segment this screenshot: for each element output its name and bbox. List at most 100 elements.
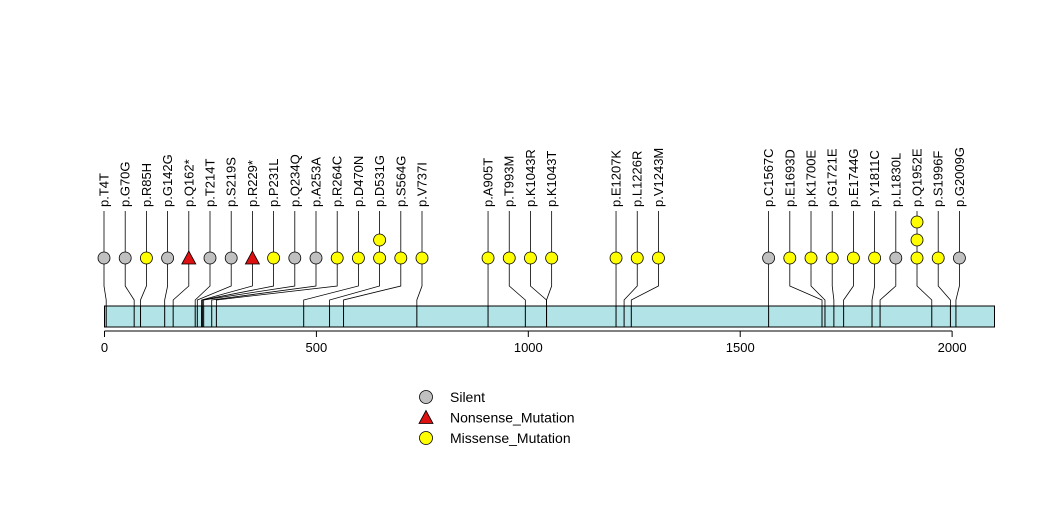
x-axis-tick-label: 1000 [514, 340, 543, 355]
missense-mutation-marker [910, 233, 924, 247]
mutation-label: p.P231L [266, 159, 281, 207]
mutation-label: p.Q162* [181, 159, 196, 207]
legend-label: Missense_Mutation [450, 430, 571, 446]
mutation-label: p.A253A [309, 157, 324, 207]
missense-mutation-marker [502, 251, 516, 265]
missense-mutation-marker [804, 251, 818, 265]
missense-mutation-marker [481, 251, 495, 265]
mutation-label: p.R229* [245, 160, 260, 207]
missense-mutation-marker [868, 251, 882, 265]
mutation-stem [124, 258, 135, 306]
nonsense-mutation-marker [181, 250, 197, 265]
legend: Silent Nonsense_Mutation Missense_Mutation [418, 389, 575, 446]
mutation-label: p.V737I [415, 162, 430, 207]
silent-mutation-marker [309, 251, 323, 265]
mutation-label: p.G70G [118, 161, 133, 207]
x-axis-tick-label: 500 [306, 340, 328, 355]
silent-mutation-marker [118, 251, 132, 265]
mutation-stem [140, 258, 147, 306]
x-axis: 0 500 1000 1500 2000 [101, 330, 967, 355]
mutation-label: p.A905T [481, 158, 496, 207]
legend-triangle-symbol [418, 409, 434, 424]
stems-layer [103, 211, 960, 306]
mutation-label: p.D470N [351, 156, 366, 207]
mutation-stem [530, 258, 547, 306]
mutation-label: p.D531G [372, 155, 387, 207]
mutation-label: p.Q234Q [287, 154, 302, 207]
legend-circle-symbol [419, 390, 433, 404]
mutation-labels-layer: p.T4T p.G70G p.R85H p.G142G p.Q162* p.T214T p.… [97, 147, 967, 207]
silent-mutation-marker [224, 251, 238, 265]
mutation-stem [623, 258, 638, 306]
legend-label: Nonsense_Mutation [450, 410, 575, 426]
mutation-label: p.L1226R [630, 151, 645, 207]
missense-mutation-marker [373, 251, 387, 265]
mutation-stem [508, 258, 526, 306]
mutation-stem [546, 258, 553, 306]
silent-mutation-marker [288, 251, 302, 265]
markers-layer [97, 215, 966, 265]
mutation-stem [416, 258, 423, 306]
silent-mutation-marker [953, 251, 966, 265]
mutation-label: p.R264C [330, 156, 345, 207]
mutation-label: p.R85H [139, 163, 154, 207]
mutation-stem [164, 258, 169, 306]
mutation-stem [103, 258, 107, 306]
silent-mutation-marker [203, 251, 217, 265]
missense-mutation-marker [394, 251, 408, 265]
mutation-stem [879, 258, 897, 306]
mutation-label: p.G2009G [952, 147, 967, 207]
mutation-stem [201, 258, 253, 306]
mutation-label: p.E1207K [609, 150, 624, 207]
silent-mutation-marker [889, 251, 903, 265]
mutation-stem [329, 258, 381, 306]
mutation-stem [810, 258, 826, 306]
mutation-stem [843, 258, 854, 306]
mutation-label: p.L1830L [888, 153, 903, 207]
missense-mutation-marker [910, 251, 924, 265]
mutation-stem [215, 258, 338, 306]
x-axis-tick-label: 1500 [726, 340, 755, 355]
mutation-stem [916, 258, 933, 306]
missense-mutation-marker [267, 251, 281, 265]
mutation-stem [831, 258, 835, 306]
missense-mutation-marker [415, 251, 429, 265]
mutation-label: p.K1043T [544, 151, 559, 207]
mutation-stem [343, 258, 402, 306]
mutation-stem [630, 258, 659, 306]
mutation-stem [789, 258, 823, 306]
mutation-label: p.S564G [393, 156, 408, 207]
mutation-stem [871, 258, 876, 306]
silent-mutation-marker [762, 251, 776, 265]
mutation-label: p.S219S [224, 157, 239, 207]
bar-marks-layer [105, 306, 957, 327]
missense-mutation-marker [931, 251, 945, 265]
missense-mutation-marker [373, 233, 387, 247]
missense-mutation-marker [783, 251, 797, 265]
mutation-label: p.E1693D [782, 149, 797, 207]
legend-label: Silent [450, 389, 485, 405]
x-axis-tick-label: 2000 [938, 340, 967, 355]
missense-mutation-marker [139, 251, 153, 265]
missense-mutation-marker [330, 251, 344, 265]
missense-mutation-marker [652, 251, 665, 265]
silent-mutation-marker [161, 251, 175, 265]
mutation-stem [937, 258, 951, 306]
mutation-label: p.G142G [160, 154, 175, 207]
mutation-stem [211, 258, 317, 306]
silent-mutation-marker [97, 251, 111, 265]
mutation-label: p.T993M [502, 156, 517, 207]
mutation-label: p.C1567C [761, 148, 776, 207]
missense-mutation-marker [545, 251, 559, 265]
x-axis-tick-label: 0 [101, 340, 108, 355]
legend-circle-symbol [419, 431, 433, 445]
missense-mutation-marker [847, 251, 860, 265]
mutation-stem [194, 258, 211, 306]
missense-mutation-marker [524, 251, 537, 265]
missense-mutation-marker [609, 251, 623, 265]
mutation-label: p.K1700E [804, 150, 819, 207]
missense-mutation-marker [351, 251, 365, 265]
mutation-stem [303, 258, 359, 306]
mutation-stem [955, 258, 960, 306]
